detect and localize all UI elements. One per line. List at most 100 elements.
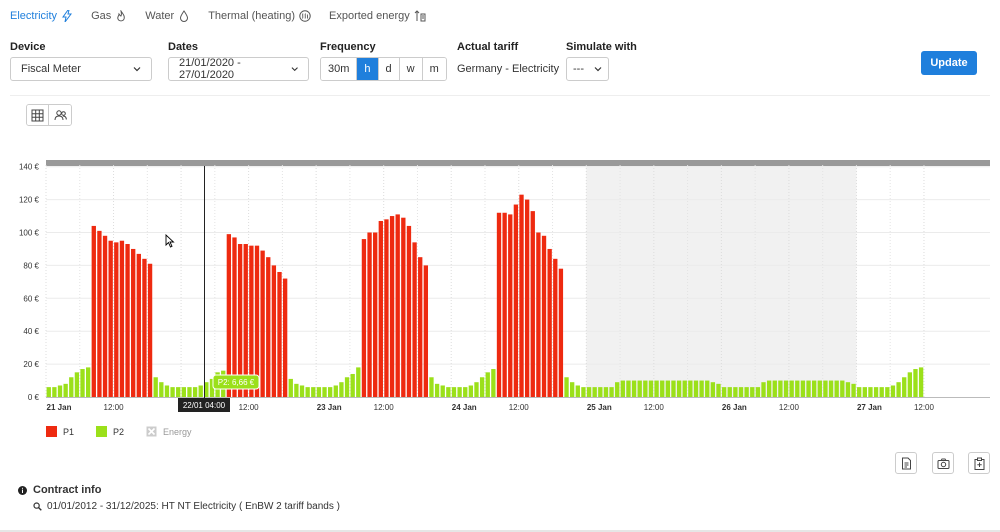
table-view-button[interactable] bbox=[27, 105, 49, 125]
frequency-hour[interactable]: h bbox=[357, 58, 379, 80]
chart-bars bbox=[46, 194, 924, 397]
bar-p1 bbox=[282, 278, 288, 397]
bar-p2 bbox=[463, 387, 468, 397]
bar-p1 bbox=[243, 244, 248, 397]
legend-swatch-p2 bbox=[96, 426, 108, 437]
simulate-label: Simulate with bbox=[566, 41, 637, 53]
export-pdf-button[interactable] bbox=[895, 452, 917, 474]
bar-p1 bbox=[249, 245, 254, 397]
bar-p2 bbox=[350, 373, 355, 397]
bar-p2 bbox=[789, 380, 794, 397]
bar-p1 bbox=[254, 245, 260, 397]
bar-p2 bbox=[643, 380, 648, 397]
y-tick-label: 120 € bbox=[19, 196, 40, 205]
add-to-clipboard-button[interactable] bbox=[968, 452, 990, 474]
bar-p2 bbox=[176, 387, 181, 397]
bar-p1 bbox=[97, 230, 102, 397]
compare-view-button[interactable] bbox=[49, 105, 71, 125]
bar-p1 bbox=[541, 235, 547, 397]
legend-swatch-p1 bbox=[46, 426, 57, 437]
bar-p2 bbox=[727, 387, 732, 397]
x-tick-label: 12:00 bbox=[374, 403, 395, 412]
bar-p1 bbox=[401, 217, 406, 397]
bar-p2 bbox=[603, 387, 609, 397]
legend-item-p2[interactable]: P2 bbox=[96, 426, 124, 437]
bar-p2 bbox=[913, 369, 918, 397]
bar-p2 bbox=[676, 380, 682, 397]
update-button[interactable]: Update bbox=[921, 51, 977, 75]
tab-thermal-label: Thermal (heating) bbox=[208, 10, 296, 22]
bar-p1 bbox=[423, 265, 429, 397]
bar-p2 bbox=[57, 385, 63, 397]
bar-p2 bbox=[862, 387, 867, 397]
utility-tabs: Electricity Gas Water Thermal (heating) … bbox=[10, 10, 428, 22]
x-tick-label: 12:00 bbox=[239, 403, 260, 412]
bar-p2 bbox=[918, 367, 924, 397]
bar-p2 bbox=[288, 378, 293, 397]
chevron-down-icon bbox=[133, 67, 141, 72]
bar-p2 bbox=[896, 382, 901, 397]
bar-p2 bbox=[750, 387, 755, 397]
frequency-week[interactable]: w bbox=[399, 58, 423, 80]
bar-p1 bbox=[524, 199, 530, 397]
frequency-30m[interactable]: 30m bbox=[321, 58, 358, 80]
tab-water[interactable]: Water bbox=[145, 10, 190, 22]
bar-p2 bbox=[586, 387, 592, 397]
bar-p1 bbox=[519, 194, 524, 397]
bar-p1 bbox=[119, 240, 125, 397]
x-tick-label: 26 Jan bbox=[722, 403, 747, 412]
bar-p2 bbox=[434, 383, 440, 397]
tab-gas[interactable]: Gas bbox=[91, 10, 127, 22]
tooltip-box bbox=[212, 374, 260, 390]
bar-p2 bbox=[80, 369, 85, 397]
bar-p2 bbox=[823, 380, 828, 397]
tab-electricity[interactable]: Electricity bbox=[10, 10, 73, 22]
contract-entry[interactable]: 01/01/2012 - 31/12/2025: HT NT Electrici… bbox=[33, 501, 340, 512]
crosshair-x-label-box bbox=[178, 398, 230, 412]
legend-item-energy[interactable]: Energy bbox=[146, 426, 192, 437]
bar-p2 bbox=[800, 380, 806, 397]
simulate-select[interactable]: --- bbox=[566, 57, 609, 81]
bar-p2 bbox=[457, 387, 462, 397]
x-tick-label: 24 Jan bbox=[452, 403, 477, 412]
bar-p2 bbox=[46, 387, 51, 397]
frequency-month[interactable]: m bbox=[422, 58, 446, 80]
divider bbox=[10, 95, 990, 96]
bar-p2 bbox=[181, 387, 186, 397]
crosshair-x-label: 22/01 04:00 bbox=[183, 401, 226, 410]
tab-exported-energy-label: Exported energy bbox=[329, 10, 410, 22]
bar-p2 bbox=[761, 382, 766, 397]
dates-picker[interactable]: 21/01/2020 - 27/01/2020 bbox=[168, 57, 309, 81]
bar-p2 bbox=[766, 380, 772, 397]
bar-p2 bbox=[902, 377, 907, 397]
tab-thermal[interactable]: Thermal (heating) bbox=[208, 10, 311, 22]
bar-p2 bbox=[671, 380, 676, 397]
y-tick-label: 80 € bbox=[23, 261, 39, 270]
screenshot-button[interactable] bbox=[932, 452, 954, 474]
chevron-down-icon bbox=[594, 67, 602, 72]
x-tick-label: 12:00 bbox=[104, 403, 125, 412]
device-select[interactable]: Fiscal Meter bbox=[10, 57, 152, 81]
bar-p2 bbox=[890, 385, 896, 397]
heating-icon bbox=[299, 10, 311, 22]
bar-p1 bbox=[232, 237, 237, 397]
info-icon bbox=[18, 485, 27, 495]
bar-p1 bbox=[266, 257, 271, 397]
bar-p2 bbox=[609, 387, 614, 397]
document-icon bbox=[901, 457, 911, 469]
bar-p1 bbox=[361, 239, 367, 397]
disabled-x-icon bbox=[146, 426, 157, 437]
bar-p1 bbox=[271, 265, 277, 397]
tab-exported-energy[interactable]: Exported energy bbox=[329, 10, 428, 22]
tooltip-value: P2: 6,66 € bbox=[218, 378, 255, 387]
bar-p1 bbox=[384, 219, 389, 397]
bar-p1 bbox=[508, 214, 513, 397]
frequency-day[interactable]: d bbox=[378, 58, 400, 80]
legend-item-p1[interactable]: P1 bbox=[46, 426, 74, 437]
chart-background bbox=[46, 160, 990, 397]
bar-p2 bbox=[806, 380, 811, 397]
bar-p1 bbox=[102, 235, 108, 397]
chart-top-bar bbox=[46, 160, 990, 166]
grid-icon bbox=[31, 109, 44, 121]
device-label: Device bbox=[10, 41, 46, 53]
